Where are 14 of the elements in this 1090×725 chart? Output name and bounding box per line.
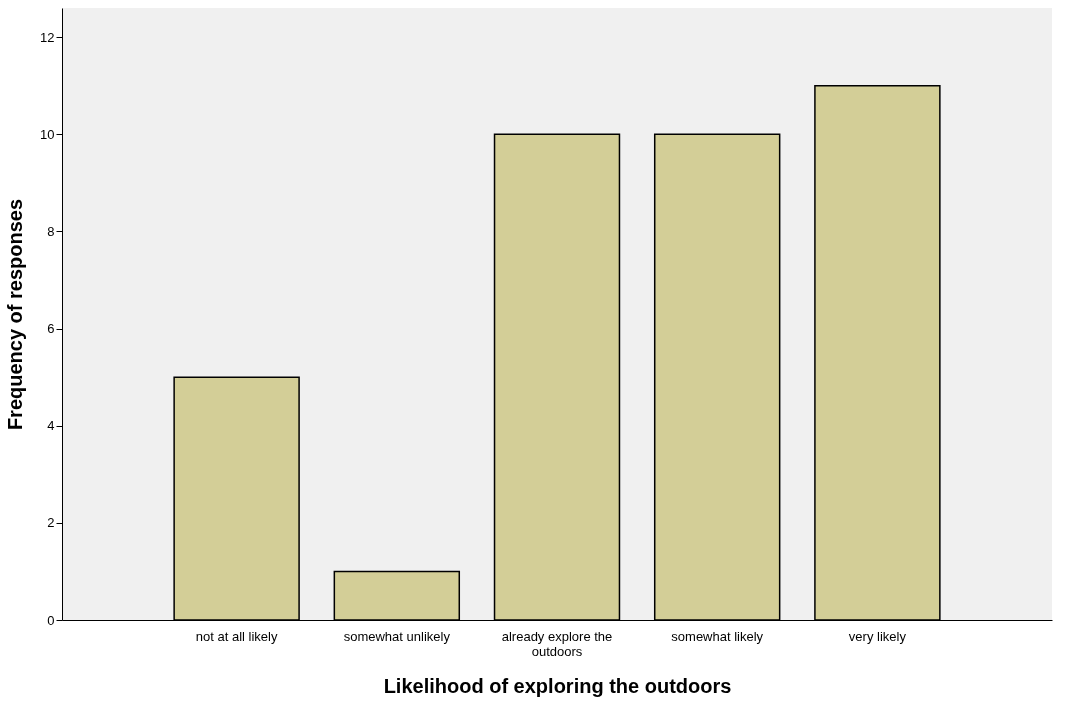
y-tick-label: 2 — [47, 515, 55, 531]
y-axis-title: Frequency of responses — [4, 198, 27, 431]
x-axis-title: Likelihood of exploring the outdoors — [383, 674, 732, 697]
y-tick-label: 0 — [47, 612, 55, 628]
y-tick-label: 12 — [40, 29, 55, 45]
y-tick-label: 10 — [40, 126, 55, 142]
x-tick-label: somewhat unlikely — [343, 628, 451, 644]
y-tick-label: 8 — [47, 223, 55, 239]
x-tick-label: very likely — [848, 628, 907, 644]
y-tick-label: 4 — [47, 418, 55, 434]
y-tick-label: 6 — [47, 321, 55, 337]
x-tick-label: somewhat likely — [671, 628, 764, 644]
x-tick-label: not at all likely — [195, 628, 278, 644]
x-tick-label: already explore the outdoors — [501, 628, 613, 659]
